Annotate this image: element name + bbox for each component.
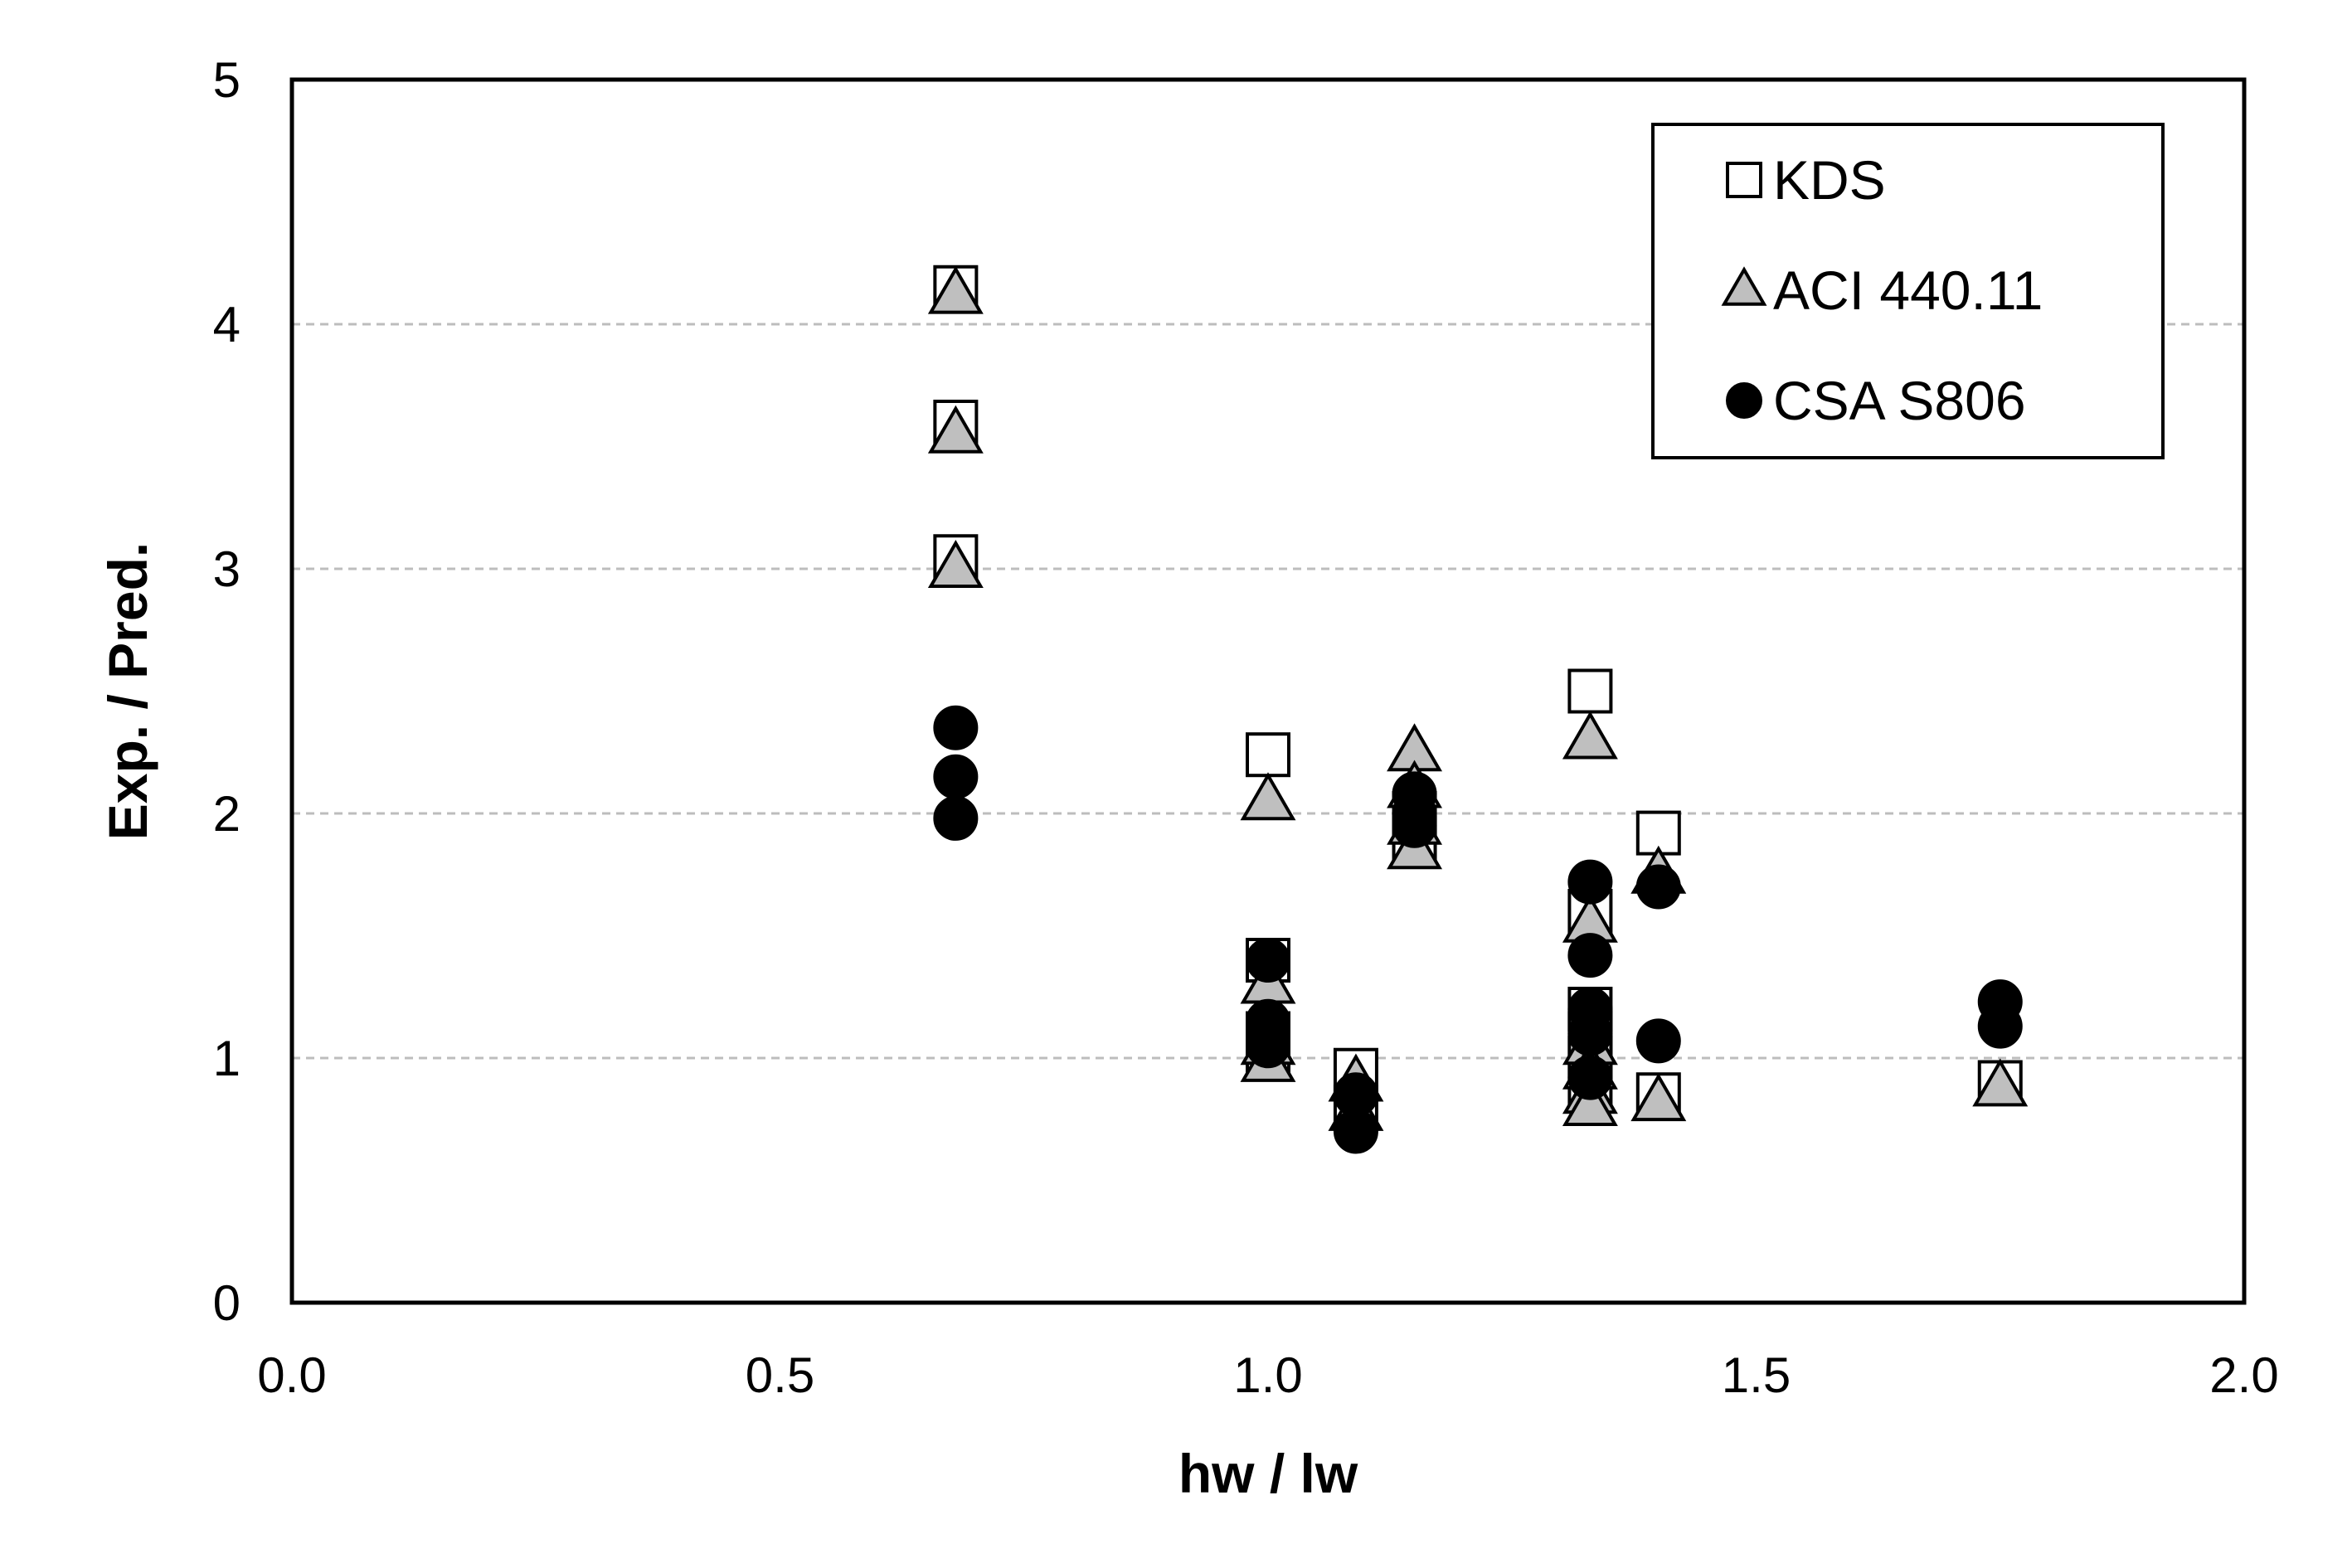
- x-tick-label: 2.0: [2209, 1347, 2278, 1403]
- data-point: [1562, 711, 1618, 760]
- y-tick-label: 5: [213, 52, 241, 108]
- plot-area: [289, 77, 2247, 1305]
- data-point: [933, 705, 979, 750]
- legend-marker: [1726, 382, 1762, 419]
- x-tick-label: 1.0: [1233, 1347, 1302, 1403]
- data-point: [1333, 1109, 1378, 1154]
- legend-label: KDS: [1773, 149, 1886, 211]
- data-point: [1567, 859, 1613, 905]
- y-tick-label: 3: [213, 541, 241, 597]
- data-point: [933, 754, 979, 799]
- data-point: [1635, 1018, 1681, 1064]
- data-point: [1972, 1058, 2029, 1107]
- data-point: [1567, 1011, 1613, 1056]
- x-axis-title: hw / lw: [1178, 1443, 1358, 1504]
- legend-label: ACI 440.11: [1773, 260, 2043, 321]
- data-point: [1246, 732, 1290, 778]
- data-point: [933, 795, 979, 841]
- y-tick-label: 0: [213, 1275, 241, 1331]
- x-tick-label: 1.5: [1722, 1347, 1791, 1403]
- legend: KDS ACI 440.11 CSA S806: [1651, 123, 2165, 459]
- legend-marker: [1726, 162, 1762, 198]
- data-point: [1567, 1055, 1613, 1100]
- y-axis-title: Exp. / Pred.: [97, 542, 158, 840]
- x-tick-label: 0.5: [746, 1347, 814, 1403]
- data-point: [1392, 803, 1437, 848]
- y-axis-ticks: 0 1 2 3 4 5: [213, 52, 241, 1331]
- y-tick-label: 4: [213, 297, 241, 352]
- legend-marker: [1721, 266, 1767, 306]
- data-point: [1246, 1023, 1290, 1069]
- data-point: [1630, 1073, 1687, 1122]
- data-point: [1635, 864, 1681, 910]
- data-point: [1562, 1077, 1618, 1126]
- data-point: [1567, 933, 1613, 978]
- data-point: [1240, 772, 1296, 821]
- x-axis-ticks: 0.0 0.5 1.0 1.5 2.0: [257, 1347, 2278, 1403]
- y-tick-label: 2: [213, 786, 241, 842]
- data-point: [1567, 668, 1613, 714]
- series-csa-s806: [933, 705, 2023, 1154]
- data-point: [927, 265, 984, 314]
- y-tick-label: 1: [213, 1031, 241, 1086]
- data-point: [1246, 938, 1290, 983]
- data-points: [927, 265, 2029, 1154]
- data-point: [1977, 1003, 2023, 1049]
- legend-label: CSA S806: [1773, 370, 2026, 431]
- data-point: [927, 539, 984, 588]
- data-point: [927, 405, 984, 454]
- x-tick-label: 0.0: [257, 1347, 326, 1403]
